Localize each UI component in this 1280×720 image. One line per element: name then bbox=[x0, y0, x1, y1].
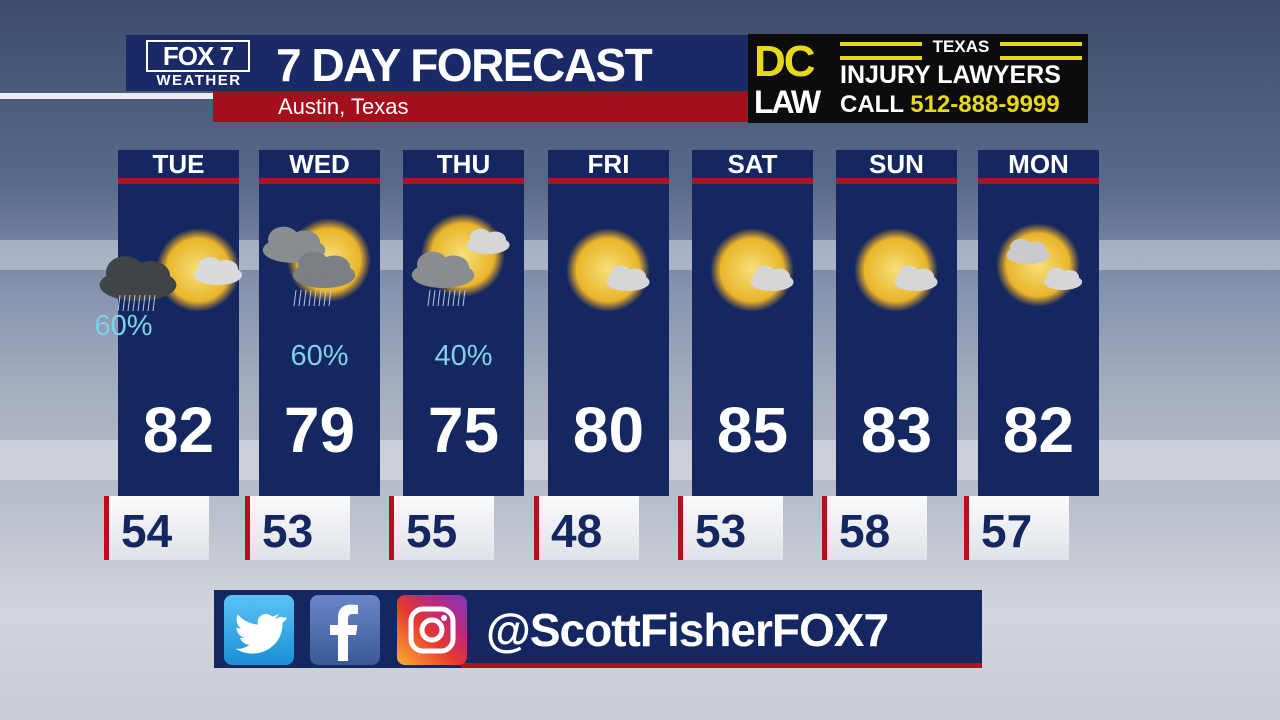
day-divider bbox=[118, 178, 239, 184]
day-label: FRI bbox=[587, 149, 630, 179]
low-temp-box: 54 bbox=[104, 496, 209, 560]
logo-text: FOX 7 bbox=[146, 40, 250, 72]
social-underline bbox=[461, 663, 982, 668]
high-temp: 83 bbox=[860, 394, 933, 466]
low-temp-box: 58 bbox=[822, 496, 927, 560]
day-divider bbox=[692, 178, 813, 184]
fox7-weather-logo: FOX 7 WEATHER bbox=[146, 40, 252, 90]
high-temp: 79 bbox=[283, 394, 356, 466]
forecast-day-sun: SUN 83 bbox=[836, 150, 957, 496]
day-label: WED bbox=[289, 149, 350, 179]
high-temp: 82 bbox=[142, 394, 215, 466]
precip-chance: 40% bbox=[434, 340, 493, 372]
high-temp: 80 bbox=[572, 394, 645, 466]
high-temp: 82 bbox=[1002, 394, 1075, 466]
sun-storm-cloud-icon bbox=[99, 228, 242, 312]
low-temp-box: 48 bbox=[534, 496, 639, 560]
low-temp: 48 bbox=[551, 505, 603, 557]
twitter-icon bbox=[224, 595, 294, 665]
forecast-day-wed: WED 60% 79 bbox=[259, 150, 380, 496]
forecast-day-thu: THU 40% 75 bbox=[403, 150, 524, 496]
sun-rain-cloud-icon bbox=[262, 218, 371, 307]
precip-chance: 60% bbox=[290, 340, 349, 372]
ad-state: TEXAS bbox=[840, 38, 1082, 60]
sponsor-ad: DC LAW TEXAS INJURY LAWYERS CALL 512-888… bbox=[748, 34, 1088, 123]
low-temp: 58 bbox=[839, 505, 891, 557]
day-divider bbox=[259, 178, 380, 184]
social-bar: @ScottFisherFOX7 bbox=[214, 590, 982, 668]
mostly-sunny-icon bbox=[854, 228, 938, 312]
day-divider bbox=[548, 178, 669, 184]
ad-brand-top: DC bbox=[754, 37, 816, 86]
ad-call: CALL 512-888-9999 bbox=[840, 90, 1060, 120]
low-temp: 53 bbox=[695, 505, 747, 557]
day-label: MON bbox=[1008, 149, 1069, 179]
header-line bbox=[0, 93, 213, 99]
ad-brand-bottom: LAW bbox=[754, 84, 821, 120]
mostly-sunny-icon bbox=[710, 228, 794, 312]
location-bar bbox=[213, 91, 748, 122]
page-title: 7 DAY FORECAST bbox=[276, 39, 653, 91]
day-label: SAT bbox=[727, 149, 778, 179]
day-label: TUE bbox=[152, 149, 205, 179]
low-temp-box: 55 bbox=[389, 496, 494, 560]
header-bar bbox=[126, 35, 748, 91]
sun-rain-cloud-icon bbox=[411, 213, 510, 307]
day-divider bbox=[978, 178, 1099, 184]
social-handle: @ScottFisherFOX7 bbox=[486, 604, 889, 656]
low-temp: 53 bbox=[262, 505, 314, 557]
low-temp-box: 53 bbox=[678, 496, 783, 560]
logo-subtext: WEATHER bbox=[156, 72, 242, 89]
low-temp-box: 57 bbox=[964, 496, 1069, 560]
location-label: Austin, Texas bbox=[278, 94, 409, 119]
day-divider bbox=[403, 178, 524, 184]
forecast-day-sat: SAT 85 bbox=[692, 150, 813, 496]
forecast-day-tue: TUE 60% 82 bbox=[94, 149, 242, 496]
instagram-icon bbox=[397, 595, 467, 665]
precip-chance: 60% bbox=[94, 310, 153, 342]
high-temp: 75 bbox=[427, 394, 500, 466]
forecast-day-fri: FRI 80 bbox=[548, 150, 669, 496]
facebook-icon bbox=[310, 595, 380, 665]
forecast-day-mon: MON 82 bbox=[978, 150, 1099, 496]
high-temp: 85 bbox=[716, 394, 789, 466]
low-temp: 57 bbox=[981, 505, 1033, 557]
low-temp-box: 53 bbox=[245, 496, 350, 560]
low-temp: 54 bbox=[121, 505, 173, 557]
partly-cloudy-icon bbox=[996, 223, 1083, 307]
day-label: THU bbox=[436, 149, 491, 179]
ad-call-label: CALL bbox=[840, 91, 904, 118]
low-temp: 55 bbox=[406, 505, 458, 557]
ad-phone: 512-888-9999 bbox=[910, 91, 1060, 118]
mostly-sunny-icon bbox=[566, 228, 650, 312]
day-divider bbox=[836, 178, 957, 184]
ad-tagline: INJURY LAWYERS bbox=[840, 61, 1061, 89]
day-label: SUN bbox=[869, 149, 924, 179]
